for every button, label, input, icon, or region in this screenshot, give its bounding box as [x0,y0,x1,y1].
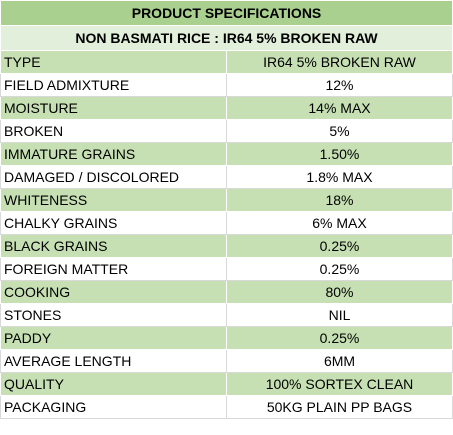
table-row: IMMATURE GRAINS 1.50% [0,142,453,166]
parameter-cell: DAMAGED / DISCOLORED [0,165,227,189]
page-title: PRODUCT SPECIFICATIONS [0,0,453,26]
value-cell: NIL [226,303,453,327]
table-row: BROKEN 5% [0,119,453,143]
table-row: STONES NIL [0,303,453,327]
value-cell: 5% [226,119,453,143]
value-cell: 14% MAX [226,96,453,120]
parameter-cell: WHITENESS [0,188,227,212]
parameter-cell: MOISTURE [0,96,227,120]
value-cell: 0.25% [226,326,453,350]
parameter-cell: CHALKY GRAINS [0,211,227,235]
table-row: DAMAGED / DISCOLORED 1.8% MAX [0,165,453,189]
parameter-cell: QUALITY [0,372,227,396]
spec-table: PRODUCT SPECIFICATIONS NON BASMATI RICE … [0,0,453,419]
parameter-cell: IMMATURE GRAINS [0,142,227,166]
value-cell: 1.50% [226,142,453,166]
product-subtitle: NON BASMATI RICE : IR64 5% BROKEN RAW [0,25,453,51]
value-cell: 6% MAX [226,211,453,235]
table-row: AVERAGE LENGTH 6MM [0,349,453,373]
value-cell: 0.25% [226,257,453,281]
parameter-cell: STONES [0,303,227,327]
value-cell: 0.25% [226,234,453,258]
subtitle-row: NON BASMATI RICE : IR64 5% BROKEN RAW [0,25,453,51]
table-row: WHITENESS 18% [0,188,453,212]
parameter-cell: TYPE [0,50,227,74]
parameter-cell: COOKING [0,280,227,304]
value-cell: 80% [226,280,453,304]
parameter-cell: AVERAGE LENGTH [0,349,227,373]
value-cell: 50KG PLAIN PP BAGS [226,395,453,419]
table-row: BLACK GRAINS 0.25% [0,234,453,258]
table-row: MOISTURE 14% MAX [0,96,453,120]
parameter-cell: FOREIGN MATTER [0,257,227,281]
table-row: QUALITY 100% SORTEX CLEAN [0,372,453,396]
parameter-cell: BLACK GRAINS [0,234,227,258]
parameter-cell: BROKEN [0,119,227,143]
value-cell: 12% [226,73,453,97]
parameter-cell: FIELD ADMIXTURE [0,73,227,97]
table-row: FOREIGN MATTER 0.25% [0,257,453,281]
value-cell: 18% [226,188,453,212]
table-row: PADDY 0.25% [0,326,453,350]
value-cell: 1.8% MAX [226,165,453,189]
table-row: PACKAGING 50KG PLAIN PP BAGS [0,395,453,419]
value-cell: 6MM [226,349,453,373]
value-cell: IR64 5% BROKEN RAW [226,50,453,74]
value-cell: 100% SORTEX CLEAN [226,372,453,396]
table-row: COOKING 80% [0,280,453,304]
spec-table-body: PRODUCT SPECIFICATIONS NON BASMATI RICE … [0,0,453,419]
parameter-cell: PACKAGING [0,395,227,419]
table-row: CHALKY GRAINS 6% MAX [0,211,453,235]
table-row: TYPE IR64 5% BROKEN RAW [0,50,453,74]
title-row: PRODUCT SPECIFICATIONS [0,0,453,26]
table-row: FIELD ADMIXTURE 12% [0,73,453,97]
parameter-cell: PADDY [0,326,227,350]
